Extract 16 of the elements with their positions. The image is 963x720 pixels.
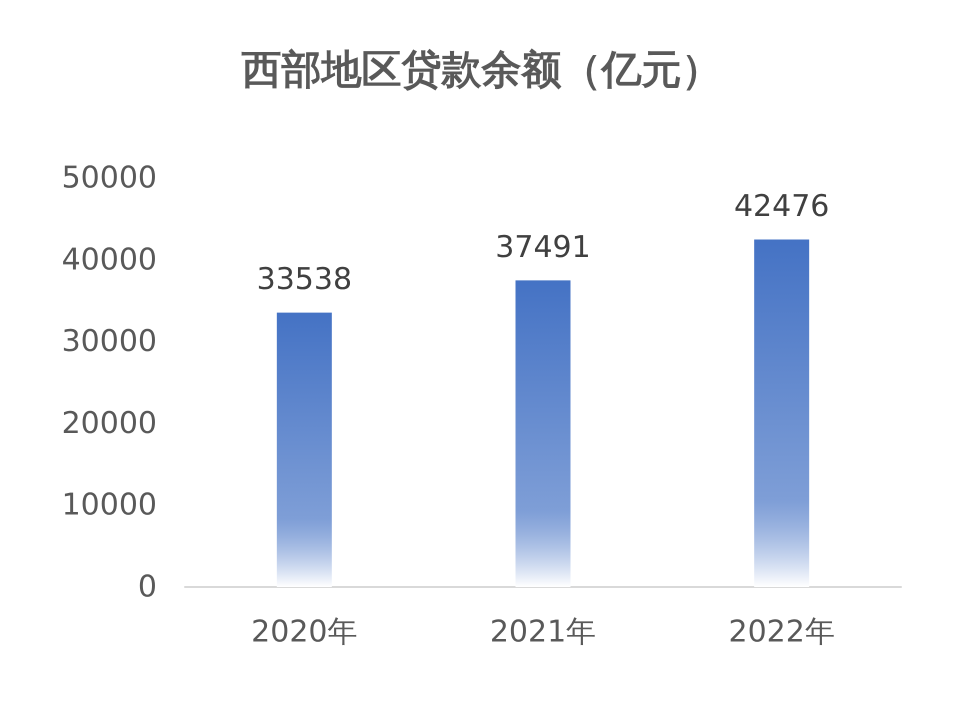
y-tick-label: 30000: [62, 324, 157, 360]
data-label: 37491: [495, 230, 591, 265]
y-tick-label: 20000: [62, 406, 157, 441]
y-tick-label: 10000: [62, 488, 157, 523]
chart-title: 西部地区贷款余额（亿元）: [240, 47, 722, 93]
bar: [754, 240, 810, 587]
y-tick-label: 50000: [62, 160, 157, 196]
x-tick-label: 2021年: [490, 614, 596, 650]
y-tick-label: 40000: [62, 242, 157, 278]
data-label: 33538: [256, 262, 352, 298]
x-tick-label: 2022年: [728, 614, 835, 650]
x-tick-label: 2020年: [251, 614, 358, 650]
data-label: 42476: [734, 189, 830, 224]
bar: [276, 312, 332, 587]
y-tick-label: 0: [138, 570, 157, 604]
bar: [516, 280, 570, 587]
